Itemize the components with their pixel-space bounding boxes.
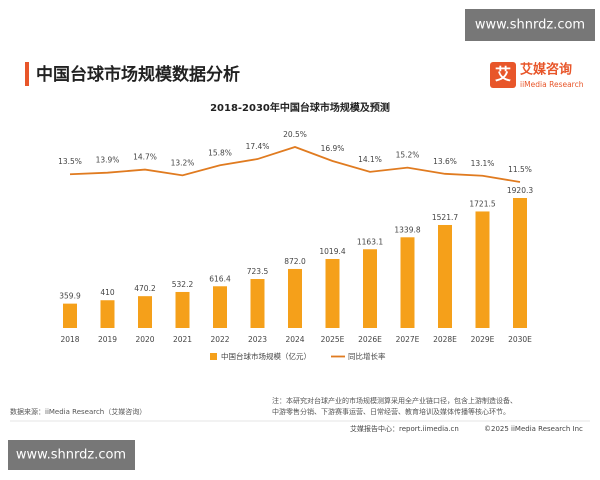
value-label: 410: [100, 288, 115, 297]
bar: [513, 198, 527, 328]
footer-copyright: ©2025 iiMedia Research Inc: [484, 425, 583, 433]
watermark: www.shnrdz.com: [475, 18, 585, 33]
bar: [288, 268, 302, 328]
value-label: 872.0: [284, 257, 306, 266]
line: [69, 146, 521, 183]
note: 中游零售分销、下游赛事运营、日常经营、教育培训及媒体传播等核心环节。: [272, 407, 510, 416]
watermark-box: [8, 440, 135, 470]
x-tick-label: 2025E: [321, 335, 345, 344]
value-label: 1163.1: [357, 237, 383, 246]
value-label: 532.2: [172, 280, 194, 289]
x-tick-label: 2024: [285, 335, 304, 344]
note: 注：本研究对台球产业的市场规模测算采用全产业链口径，包含上游制造设备、: [272, 396, 517, 405]
x-tick-label: 2028E: [433, 335, 457, 344]
value-label: 470.2: [134, 284, 156, 293]
watermark: www.shnrdz.com: [16, 448, 126, 463]
bar: [438, 224, 452, 328]
value-label: 1521.7: [432, 213, 458, 222]
x-tick-label: 2029E: [471, 335, 495, 344]
legend-swatch: [210, 353, 217, 360]
value-label: 1721.5: [469, 199, 495, 208]
legend-label: 同比增长率: [348, 351, 386, 361]
logo-sub: iiMedia Research: [520, 80, 584, 89]
bar: [213, 286, 227, 328]
title-accent: [25, 62, 29, 86]
legend-label: 中国台球市场规模（亿元）: [221, 351, 311, 361]
source: 数据来源：iiMedia Research（艾媒咨询）: [10, 407, 146, 416]
x-tick-label: 2021: [173, 335, 192, 344]
value-label: 13.2%: [171, 158, 195, 167]
bar: [175, 291, 190, 328]
value-label: 17.4%: [246, 142, 270, 151]
page-title: 中国台球市场规模数据分析: [36, 64, 240, 85]
chart-title: 2018-2030年中国台球市场规模及预测: [210, 101, 390, 114]
logo-icon-box: [490, 62, 516, 88]
value-label: 1019.4: [319, 247, 345, 256]
value-label: 359.9: [59, 292, 81, 301]
x-tick-label: 2027E: [396, 335, 420, 344]
bar: [325, 258, 340, 328]
x-tick-label: 2022: [210, 335, 229, 344]
bar: [400, 237, 415, 328]
x-tick-label: 2019: [98, 335, 117, 344]
footer-center: 艾媒报告中心：report.iimedia.cn: [350, 424, 459, 433]
value-label: 14.1%: [358, 155, 382, 164]
value-label: 16.9%: [321, 144, 345, 153]
value-label: 15.2%: [396, 151, 420, 160]
x-tick-label: 2023: [248, 335, 267, 344]
value-label: 723.5: [247, 267, 269, 276]
bar: [475, 211, 490, 328]
value-label: 13.1%: [471, 159, 495, 168]
bar: [63, 303, 77, 328]
value-label: 13.6%: [433, 157, 457, 166]
value-label: 616.4: [209, 274, 231, 283]
value-label: 13.5%: [58, 157, 82, 166]
value-label: 1920.3: [507, 186, 533, 195]
bar: [138, 296, 152, 328]
watermark-box: [465, 9, 595, 41]
x-tick-label: 2020: [135, 335, 154, 344]
x-tick-label: 2018: [60, 335, 79, 344]
bar: [250, 279, 265, 328]
value-label: 1339.8: [394, 225, 420, 234]
logo-name: 艾媒咨询: [520, 62, 572, 78]
value-label: 13.9%: [96, 156, 120, 165]
value-label: 14.7%: [133, 153, 157, 162]
x-tick-label: 2030E: [508, 335, 532, 344]
bar: [100, 300, 115, 328]
bar: [363, 249, 377, 328]
x-tick-label: 2026E: [358, 335, 382, 344]
value-label: 20.5%: [283, 130, 307, 139]
value-label: 11.5%: [508, 165, 532, 174]
logo-icon: 艾: [495, 65, 511, 84]
value-label: 15.8%: [208, 148, 232, 157]
